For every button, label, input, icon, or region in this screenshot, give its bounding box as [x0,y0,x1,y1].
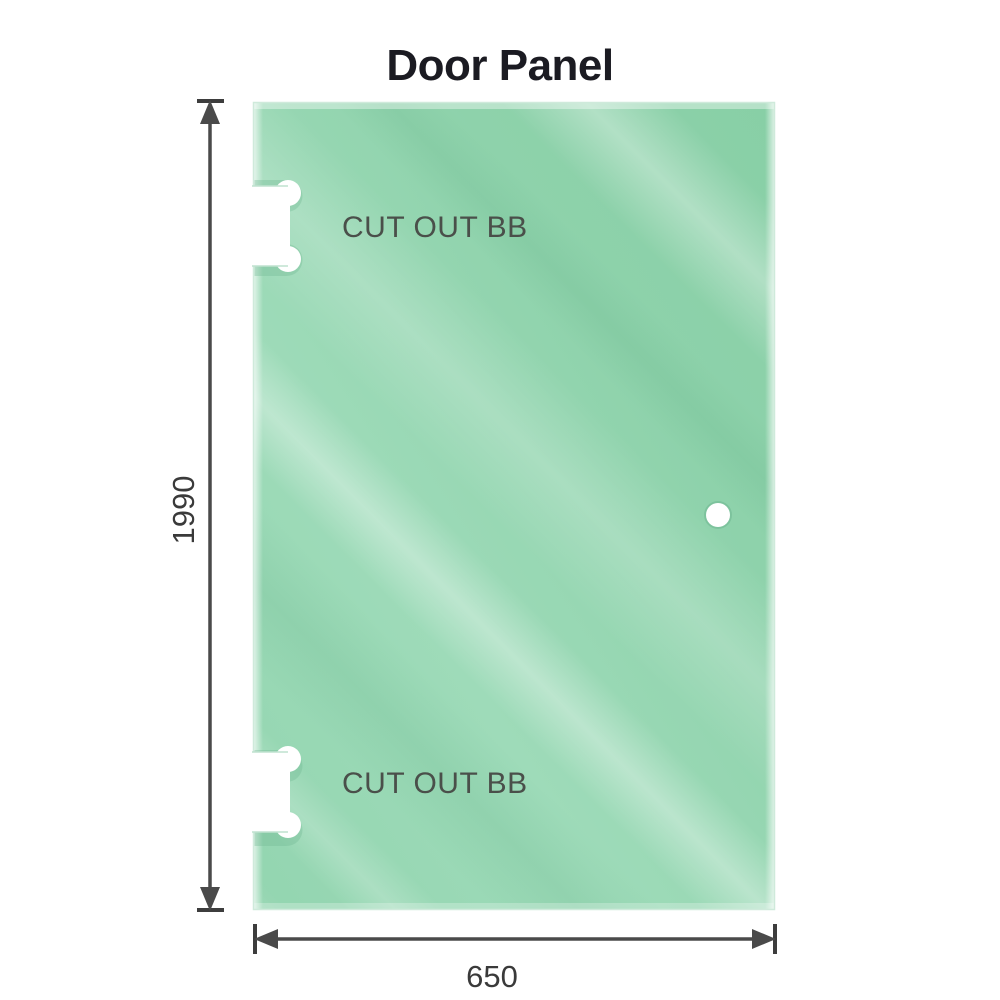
panel-right-edge-highlight [765,102,775,910]
handle-hole [704,501,732,529]
panel-top-edge-highlight [253,102,775,109]
dimension-width-label: 650 [466,959,518,994]
page-title: Door Panel [386,41,613,90]
dimension-width-arrow-left [254,929,278,949]
dimension-height: 1990 [166,99,224,912]
cutout-top-label: CUT OUT BB [342,211,528,244]
cutout-bottom-label: CUT OUT BB [342,767,528,800]
panel-bottom-edge-highlight [253,903,775,910]
cutout-top [250,180,303,276]
cutout-top-shape [250,180,301,272]
dimension-width: 650 [253,924,777,994]
dimension-width-arrow-right [752,929,776,949]
cutout-bottom [250,746,303,846]
panel-left-edge-highlight [253,102,263,910]
cutout-bottom-shape [250,746,301,838]
dimension-height-arrow-down [200,887,220,911]
dimension-height-arrow-up [200,100,220,124]
dimension-height-label: 1990 [166,476,201,545]
